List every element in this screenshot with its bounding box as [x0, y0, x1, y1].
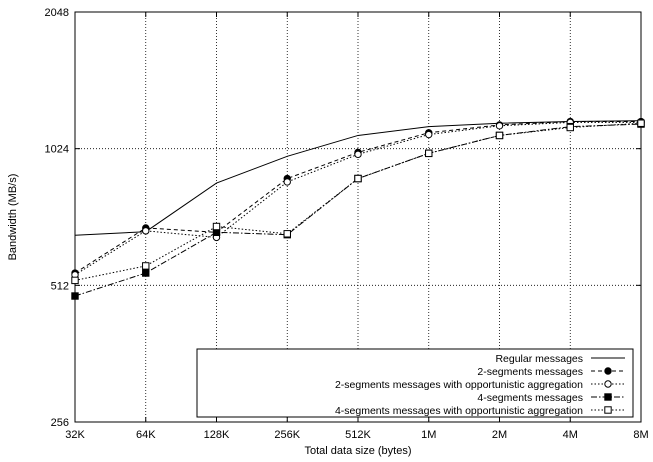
- x-tick-label: 64K: [136, 429, 156, 441]
- x-tick-label: 1M: [421, 429, 436, 441]
- axis-ticks: 32K 64K 128K 256K 512K 1M 2M 4M 8M 256 512 1024 2048: [45, 7, 649, 441]
- y-axis-label: Bandwidth (MB/s): [7, 174, 19, 261]
- y-tick-label: 256: [51, 417, 69, 429]
- legend-entry: 4-segments messages: [477, 392, 625, 404]
- legend-label: 2-segments messages: [477, 366, 583, 378]
- data-point: [495, 122, 504, 130]
- data-point: [283, 230, 291, 238]
- y-tick-label: 512: [51, 280, 69, 292]
- legend-entry: 2-segments messages with opportunistic a…: [335, 379, 625, 391]
- x-tick-label: 128K: [204, 429, 230, 441]
- x-tick-label: 256K: [274, 429, 300, 441]
- data-point: [142, 269, 150, 277]
- legend-label: Regular messages: [495, 353, 583, 365]
- data-point: [637, 119, 645, 127]
- series-1: [74, 120, 642, 236]
- data-point: [142, 227, 150, 235]
- data-point: [604, 393, 612, 401]
- data-point: [425, 149, 433, 158]
- series-line: [74, 122, 642, 281]
- series-line: [74, 121, 641, 276]
- series-line: [74, 120, 642, 236]
- data-point: [495, 131, 504, 140]
- data-point: [212, 222, 221, 231]
- data-point: [354, 150, 362, 159]
- series-group: [71, 117, 645, 300]
- legend-label: 4-segments messages with opportunistic a…: [335, 405, 583, 417]
- y-tick-label: 1024: [45, 144, 69, 156]
- x-tick-label: 2M: [492, 429, 507, 441]
- data-point: [425, 130, 433, 139]
- legend-entry: 4-segments messages with opportunistic a…: [335, 405, 625, 417]
- data-point: [71, 276, 79, 285]
- data-point: [283, 178, 291, 186]
- data-point: [354, 174, 362, 183]
- data-point: [604, 380, 612, 388]
- legend-label: 4-segments messages: [477, 392, 583, 404]
- data-point: [142, 262, 150, 270]
- data-point: [566, 123, 574, 132]
- x-tick-label: 512K: [345, 429, 371, 441]
- x-tick-label: 4M: [563, 429, 578, 441]
- x-tick-label: 8M: [633, 429, 648, 441]
- legend-entry: 2-segments messages: [477, 366, 625, 378]
- data-point: [604, 367, 612, 375]
- legend-entry: Regular messages: [495, 353, 625, 365]
- legend-box: [196, 348, 634, 418]
- y-tick-label: 2048: [45, 7, 69, 19]
- legend-label: 2-segments messages with opportunistic a…: [335, 379, 583, 391]
- data-point: [604, 406, 612, 414]
- series-5: [71, 119, 645, 285]
- data-point: [71, 292, 79, 300]
- series-line: [74, 121, 641, 274]
- x-axis-label: Total data size (bytes): [305, 445, 412, 457]
- x-tick-label: 32K: [65, 429, 85, 441]
